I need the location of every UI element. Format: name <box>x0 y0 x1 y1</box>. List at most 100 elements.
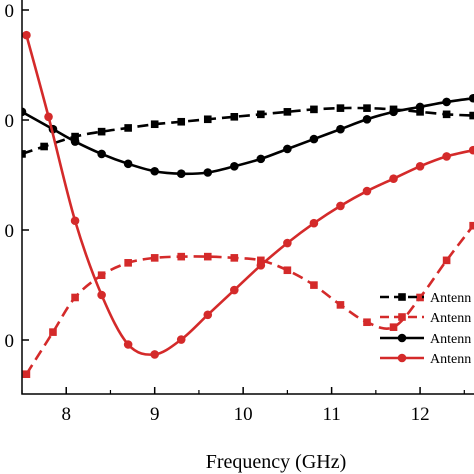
series-3-point-13 <box>336 124 345 134</box>
series-1-point-9 <box>230 113 239 121</box>
series-1-line <box>22 106 474 156</box>
series-2-point-12 <box>310 281 318 289</box>
x-tick-label-8: 8 <box>61 404 71 425</box>
series-4-point-1 <box>22 30 31 40</box>
series-3-point-11 <box>283 144 292 154</box>
series-1-point-1 <box>22 150 26 158</box>
series-4-point-6 <box>150 350 159 359</box>
series-2-point-16 <box>416 293 424 302</box>
series-4-line <box>25 34 474 356</box>
series-4-point-15 <box>389 174 398 183</box>
series-3-point-7 <box>176 169 186 179</box>
series-1-point-3 <box>71 132 79 141</box>
series-3-point-8 <box>203 168 213 177</box>
series-3-point-17 <box>442 97 451 107</box>
series-4-point-16 <box>415 162 425 171</box>
y-tick-label-3: 0 <box>5 221 15 242</box>
series-2-line <box>25 224 474 375</box>
x-axis-title: Frequency (GHz) <box>206 451 347 473</box>
series-2-point-8 <box>203 252 212 261</box>
series-2-point-3 <box>71 293 79 302</box>
series-2-point-11 <box>283 266 292 275</box>
series-layer <box>22 30 474 378</box>
series-2-point-14 <box>363 318 371 327</box>
series-3-point-9 <box>230 162 239 171</box>
series-2-point-10 <box>257 256 265 265</box>
series-4-point-12 <box>309 218 319 228</box>
series-3-point-4 <box>97 149 106 159</box>
series-1-point-2 <box>40 142 48 151</box>
series-1-point-18 <box>469 111 474 120</box>
series-1-point-13 <box>336 104 345 112</box>
legend-marker-1 <box>398 293 406 301</box>
y-tick-label-2: 0 <box>5 111 15 132</box>
y-tick-label-1: 0 <box>5 1 15 22</box>
x-tick-label-9: 9 <box>150 404 160 425</box>
series-1 <box>22 104 474 158</box>
series-4-point-17 <box>442 152 451 161</box>
legend-marker-4 <box>397 353 407 363</box>
series-3-point-5 <box>123 159 133 169</box>
series-2-point-1 <box>22 370 31 378</box>
series-4 <box>22 30 474 359</box>
series-4-point-4 <box>97 290 106 300</box>
legend-label-1: Antenn <box>430 291 471 306</box>
series-4-point-8 <box>203 310 213 320</box>
series-2-point-4 <box>97 271 106 279</box>
legend: Antenn Antenn Antenn Antenn <box>380 291 471 367</box>
x-tick-layer: 8 9 10 11 12 <box>21 387 465 425</box>
series-4-point-2 <box>44 112 53 122</box>
series-4-point-7 <box>176 335 186 344</box>
series-2-point-17 <box>442 256 451 265</box>
series-1-point-4 <box>97 127 106 136</box>
series-4-point-11 <box>283 238 292 248</box>
series-1-point-10 <box>257 110 265 119</box>
series-1-point-6 <box>150 120 159 129</box>
series-2-point-13 <box>336 301 345 309</box>
plot-frame <box>21 0 474 395</box>
series-2 <box>22 221 474 378</box>
series-3-point-1 <box>22 107 27 117</box>
legend-marker-3 <box>397 333 407 343</box>
series-3-point-14 <box>362 114 372 124</box>
series-1-point-12 <box>310 105 318 114</box>
series-4-point-14 <box>362 186 372 196</box>
series-3-point-6 <box>150 166 159 176</box>
series-1-point-7 <box>177 117 186 126</box>
series-1-point-5 <box>124 124 132 132</box>
series-4-point-3 <box>70 216 80 226</box>
series-3-point-16 <box>415 102 425 112</box>
series-1-point-16 <box>416 108 424 116</box>
series-3-point-3 <box>70 137 80 146</box>
series-1-point-11 <box>283 108 292 116</box>
legend-label-3: Antenn <box>430 332 471 347</box>
series-3-line <box>22 96 474 176</box>
series-3-point-10 <box>256 154 266 164</box>
series-2-point-18 <box>469 221 474 230</box>
series-3 <box>22 93 474 179</box>
series-2-point-7 <box>177 252 186 261</box>
series-4-point-9 <box>230 285 239 295</box>
y-tick-layer: 0 0 0 0 <box>5 1 29 352</box>
series-3-point-18 <box>468 93 474 103</box>
legend-marker-2 <box>398 313 406 321</box>
x-tick-label-11: 11 <box>322 404 340 425</box>
series-1-point-8 <box>203 115 212 124</box>
series-4-point-13 <box>336 201 345 211</box>
legend-label-4: Antenn <box>430 352 471 367</box>
series-1-point-14 <box>363 104 371 112</box>
series-2-point-2 <box>49 328 57 336</box>
series-2-point-5 <box>124 259 132 267</box>
series-4-point-18 <box>468 145 474 155</box>
x-tick-label-12: 12 <box>411 404 430 425</box>
series-4-point-5 <box>123 340 133 349</box>
series-4-point-10 <box>256 261 266 270</box>
y-tick-label-4: 0 <box>5 331 15 352</box>
series-2-point-9 <box>230 254 239 262</box>
x-tick-label-10: 10 <box>234 404 253 425</box>
series-2-point-6 <box>150 254 159 262</box>
series-3-point-15 <box>389 107 398 117</box>
series-3-point-12 <box>309 134 319 144</box>
series-1-point-17 <box>442 110 451 119</box>
